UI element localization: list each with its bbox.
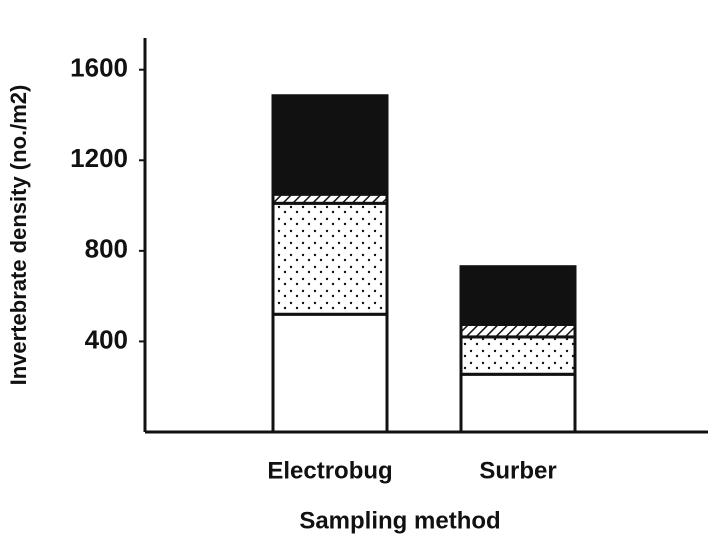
bar-segment	[271, 201, 389, 316]
x-tick-label: Electrobug	[267, 457, 392, 484]
bar-segment	[271, 312, 389, 434]
bar-segment	[271, 94, 389, 196]
bar-segment	[459, 322, 577, 339]
bar-segment	[459, 265, 577, 326]
y-tick-label: 1600	[70, 53, 128, 83]
y-tick-label: 1200	[70, 143, 128, 173]
y-axis-title: Invertebrate density (no./m2)	[6, 85, 31, 386]
y-tick-label: 400	[85, 324, 128, 354]
x-axis-title: Sampling method	[299, 507, 500, 534]
y-tick-label: 800	[85, 234, 128, 264]
bar-segment	[459, 335, 577, 376]
x-tick-label: Surber	[479, 457, 556, 484]
bar-segment	[459, 372, 577, 434]
